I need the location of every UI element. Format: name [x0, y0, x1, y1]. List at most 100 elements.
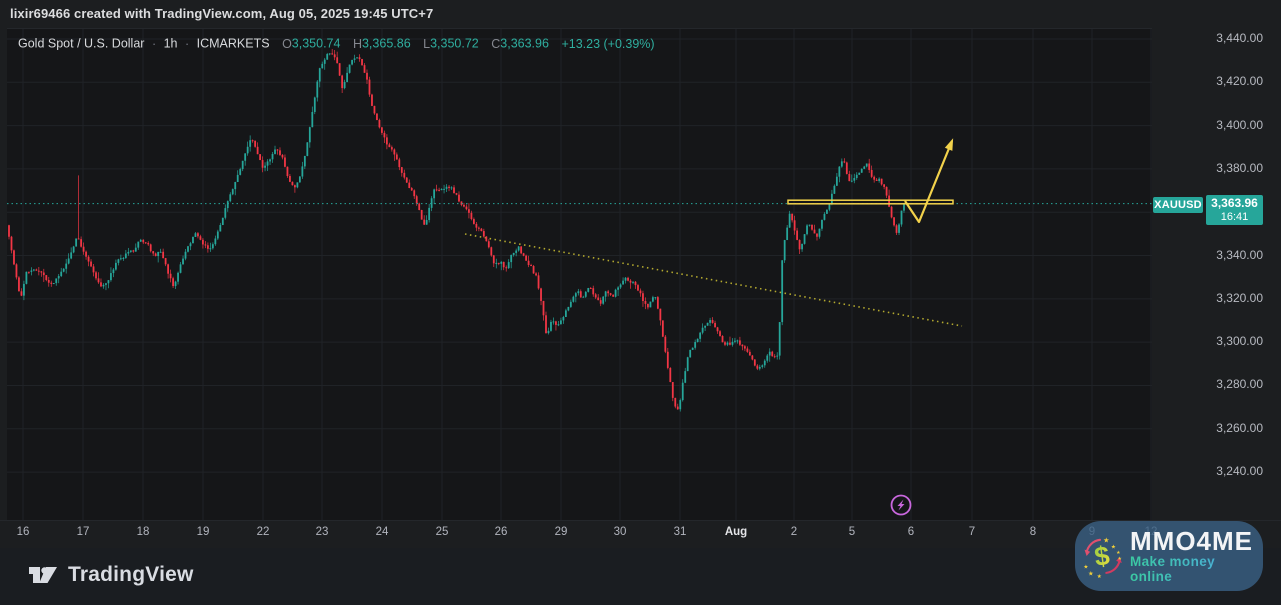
candle-body: [306, 142, 309, 156]
price-axis[interactable]: 3,440.00 3,420.00 3,400.00 3,380.00 3,340.00…: [1152, 28, 1281, 520]
candle-body: [353, 58, 356, 60]
candle-body: [47, 279, 50, 283]
candle-body: [803, 234, 806, 244]
candle-body: [517, 246, 520, 251]
legend-separator: ·: [184, 36, 190, 51]
candle-body: [878, 178, 881, 181]
candle-body: [639, 290, 642, 294]
tradingview-logo[interactable]: TradingView: [28, 561, 194, 589]
candle-body: [301, 166, 304, 177]
svg-text:★: ★: [1111, 543, 1116, 550]
candle-body: [480, 228, 483, 232]
candle-body: [52, 283, 55, 285]
candle-body: [604, 291, 607, 297]
stars: ★★ ★★ ★★ ★: [1083, 536, 1122, 580]
bottom-bar: TradingView: [0, 548, 1281, 605]
candle-body: [550, 321, 552, 331]
last-price-flag: 3,363.96 16:41: [1206, 195, 1263, 225]
candle-body: [279, 150, 281, 155]
mmo4me-watermark: $ ★ ★ ★ ★ ★ ★ ★ MMO4ME Make money online: [1075, 521, 1263, 591]
timeframe-label[interactable]: 1h: [163, 36, 178, 51]
time-axis[interactable]: 161718192223242526293031Aug25678912: [0, 520, 1281, 548]
candle-body: [716, 327, 719, 332]
candle-body: [423, 219, 426, 225]
candle-body: [731, 341, 734, 345]
candle-body: [378, 119, 381, 128]
candle-body: [485, 236, 488, 242]
candle-body: [85, 251, 87, 257]
candle-body: [162, 251, 165, 259]
time-axis-label: 26: [494, 526, 508, 538]
candle-body: [701, 327, 704, 333]
candle-body: [619, 284, 622, 288]
candle-body: [674, 397, 677, 407]
candle-body: [316, 81, 319, 98]
candle-body: [40, 271, 43, 273]
candle-body: [246, 146, 249, 154]
candle-body: [216, 231, 219, 239]
candle-body: [102, 284, 105, 287]
time-axis-label: 2: [790, 526, 798, 538]
candle-body: [254, 140, 257, 147]
time-axis-label: 8: [1029, 526, 1037, 538]
breakout-arrow-drawing[interactable]: [904, 140, 954, 224]
candle-body: [711, 320, 714, 323]
low-value: 3,350.72: [430, 36, 479, 51]
low-key: L: [423, 36, 431, 51]
candle-body: [8, 225, 10, 237]
candle-body: [366, 72, 368, 80]
candle-body: [771, 351, 774, 357]
candle-body: [679, 400, 682, 410]
candle-body: [251, 140, 254, 142]
candle-body: [92, 266, 95, 273]
chart-plot-area[interactable]: Gold Spot / U.S. Dollar · 1h · ICMARKETS…: [7, 28, 1152, 521]
lightning-marker-icon[interactable]: [890, 494, 912, 516]
candle-body: [811, 224, 813, 230]
high-key: H: [352, 36, 362, 51]
candle-body: [545, 315, 547, 334]
candle-body: [781, 260, 784, 323]
candle-body: [256, 146, 259, 155]
candle-body: [609, 293, 612, 295]
resistance-line-drawing[interactable]: [787, 199, 954, 205]
candle-body: [477, 227, 480, 229]
symbol-title[interactable]: Gold Spot / U.S. Dollar: [18, 36, 145, 51]
candle-body: [624, 277, 627, 281]
candle-body: [649, 301, 652, 308]
candle-body: [65, 263, 68, 269]
candle-body: [343, 82, 346, 89]
candle-body: [569, 301, 572, 307]
price-axis-label: 3,300.00: [1216, 334, 1263, 349]
candle-body: [453, 187, 455, 194]
candle-body: [229, 194, 232, 202]
candle-body: [540, 288, 542, 301]
candle-body: [743, 346, 746, 349]
price-axis-label: 3,400.00: [1216, 117, 1263, 132]
legend-separator: ·: [151, 36, 157, 51]
candle-body: [863, 166, 866, 169]
candle-body: [853, 178, 856, 181]
descending-trendline[interactable]: [464, 233, 963, 327]
candle-body: [75, 238, 78, 247]
tradingview-wordmark: TradingView: [68, 563, 194, 586]
candle-body: [224, 208, 227, 218]
candle-body: [117, 259, 120, 263]
candle-body: [659, 308, 662, 321]
candle-body: [497, 262, 500, 264]
candlestick-canvas[interactable]: [7, 29, 1152, 521]
candle-body: [460, 201, 463, 205]
candle-body: [385, 137, 388, 145]
candle-body: [159, 251, 162, 253]
candle-body: [830, 193, 833, 205]
candle-body: [681, 382, 684, 401]
candle-body: [209, 248, 212, 250]
candle-body: [848, 173, 851, 182]
time-axis-label: 24: [375, 526, 389, 538]
candle-body: [602, 296, 605, 304]
candle-body: [95, 272, 97, 279]
watermark-title: MMO4ME: [1130, 526, 1253, 556]
candle-body: [530, 265, 532, 267]
candle-body: [562, 316, 565, 321]
candle-body: [768, 351, 771, 356]
svg-text:★: ★: [1116, 550, 1121, 556]
